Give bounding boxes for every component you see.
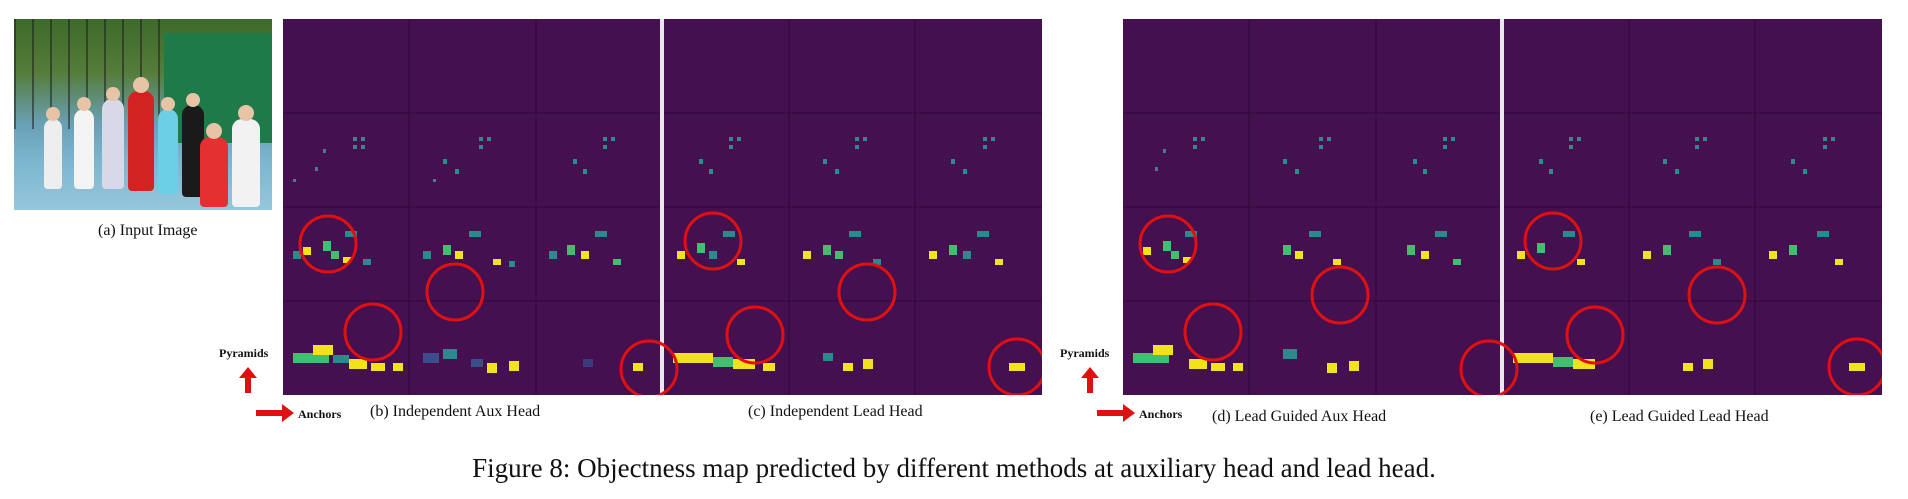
child <box>102 99 124 189</box>
child-head <box>238 105 254 121</box>
child-head <box>186 93 200 107</box>
caption-d: (d) Lead Guided Aux Head <box>1212 408 1387 425</box>
anchors-label: Anchors <box>298 407 342 421</box>
figure-caption: Figure 8: Objectness map predicted by di… <box>472 453 1436 483</box>
child-head <box>77 97 91 111</box>
child <box>182 105 204 197</box>
pyramids-arrow <box>1081 367 1099 393</box>
child-head <box>161 97 175 111</box>
child <box>128 91 154 191</box>
child <box>158 109 178 194</box>
child <box>232 119 260 207</box>
objectness-maps-independent <box>283 19 1047 399</box>
objectness-heatmaps-left <box>283 19 1047 399</box>
caption-e: (e) Lead Guided Lead Head <box>1590 408 1769 425</box>
pyramids-arrow <box>239 367 257 393</box>
child-head <box>133 77 149 93</box>
child-head <box>46 107 60 121</box>
child <box>200 137 228 207</box>
pyramids-label: Pyramids <box>219 346 269 360</box>
input-image <box>14 19 272 210</box>
child-head <box>206 123 222 139</box>
child <box>74 109 94 189</box>
child-head <box>106 87 120 101</box>
anchors-arrow <box>256 404 294 422</box>
caption-a: (a) Input Image <box>98 222 198 239</box>
anchors-arrow <box>1097 404 1135 422</box>
caption-b: (b) Independent Aux Head <box>370 403 541 420</box>
anchors-label: Anchors <box>1139 407 1183 421</box>
pyramids-label: Pyramids <box>1060 346 1110 360</box>
objectness-maps-lead-guided <box>1123 19 1887 399</box>
objectness-heatmaps-right <box>1123 19 1887 399</box>
caption-c: (c) Independent Lead Head <box>748 403 923 420</box>
child <box>44 119 62 189</box>
